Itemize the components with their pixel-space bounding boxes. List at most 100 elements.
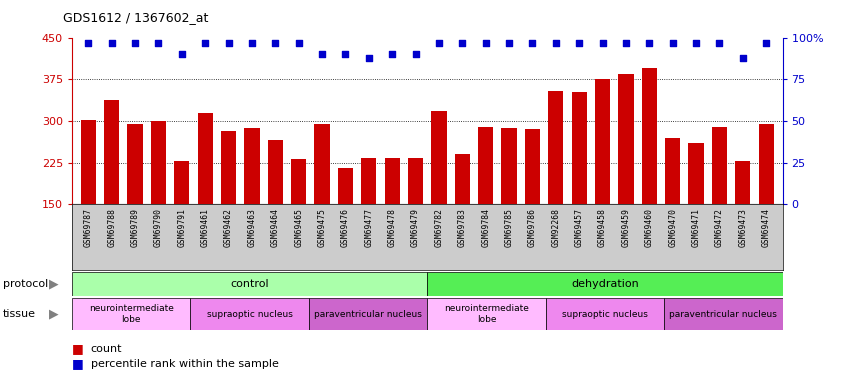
Point — [503, 39, 516, 45]
Text: control: control — [230, 279, 269, 289]
Bar — [502, 128, 517, 204]
Bar — [385, 158, 400, 204]
Bar — [244, 128, 260, 204]
Text: dehydration: dehydration — [571, 279, 639, 289]
Text: tissue: tissue — [3, 309, 36, 319]
Bar — [72, 272, 427, 296]
Point — [689, 39, 703, 45]
Bar — [431, 111, 447, 204]
Bar — [689, 143, 704, 204]
Bar — [759, 124, 774, 204]
Text: ■: ■ — [72, 342, 84, 355]
Point — [245, 39, 259, 45]
Bar — [572, 92, 587, 204]
Text: ■: ■ — [72, 357, 84, 370]
Text: GSM69474: GSM69474 — [761, 208, 771, 247]
Text: ▶: ▶ — [48, 308, 58, 321]
Bar — [338, 168, 353, 204]
Text: GDS1612 / 1367602_at: GDS1612 / 1367602_at — [63, 11, 209, 24]
Text: GSM69471: GSM69471 — [691, 208, 700, 247]
Text: GSM92268: GSM92268 — [552, 208, 560, 247]
Text: GSM69475: GSM69475 — [317, 208, 327, 247]
Bar — [267, 140, 283, 204]
Point — [198, 39, 212, 45]
Text: GSM69470: GSM69470 — [668, 208, 677, 247]
Text: GSM69478: GSM69478 — [387, 208, 397, 247]
Point — [81, 39, 95, 45]
Bar — [478, 126, 493, 204]
Bar — [80, 120, 96, 204]
Text: GSM69789: GSM69789 — [130, 208, 140, 247]
Point — [222, 39, 235, 45]
Text: GSM69784: GSM69784 — [481, 208, 490, 247]
Text: GSM69457: GSM69457 — [574, 208, 584, 247]
Point — [596, 39, 609, 45]
Bar — [151, 121, 166, 204]
Text: paraventricular nucleus: paraventricular nucleus — [314, 310, 422, 319]
Bar — [454, 154, 470, 204]
Bar — [72, 298, 190, 330]
Text: GSM69458: GSM69458 — [598, 208, 607, 247]
Bar — [291, 159, 306, 204]
Text: neurointermediate
lobe: neurointermediate lobe — [444, 304, 529, 324]
Point — [712, 39, 726, 45]
Text: paraventricular nucleus: paraventricular nucleus — [669, 310, 777, 319]
Bar — [198, 112, 212, 204]
Point — [666, 39, 679, 45]
Point — [268, 39, 282, 45]
Text: GSM69463: GSM69463 — [247, 208, 256, 247]
Text: percentile rank within the sample: percentile rank within the sample — [91, 359, 278, 369]
Bar — [618, 74, 634, 204]
Point — [549, 39, 563, 45]
Bar — [427, 298, 546, 330]
Point — [455, 39, 469, 45]
Point — [760, 39, 773, 45]
Text: supraoptic nucleus: supraoptic nucleus — [206, 310, 293, 319]
Text: GSM69783: GSM69783 — [458, 208, 467, 247]
Bar — [361, 158, 376, 204]
Point — [643, 39, 656, 45]
Point — [573, 39, 586, 45]
Text: ▶: ▶ — [48, 278, 58, 291]
Point — [479, 39, 492, 45]
Point — [525, 39, 539, 45]
Bar — [665, 138, 680, 204]
Text: GSM69788: GSM69788 — [107, 208, 116, 247]
Point — [362, 54, 376, 60]
Text: GSM69464: GSM69464 — [271, 208, 280, 247]
Text: GSM69786: GSM69786 — [528, 208, 537, 247]
Text: neurointermediate
lobe: neurointermediate lobe — [89, 304, 173, 324]
Point — [409, 51, 422, 57]
Point — [292, 39, 305, 45]
Text: GSM69476: GSM69476 — [341, 208, 350, 247]
Text: GSM69790: GSM69790 — [154, 208, 163, 247]
Text: GSM69462: GSM69462 — [224, 208, 233, 247]
Bar — [642, 68, 656, 204]
Point — [129, 39, 142, 45]
Text: supraoptic nucleus: supraoptic nucleus — [562, 310, 648, 319]
Point — [151, 39, 165, 45]
Bar — [174, 161, 190, 204]
Bar — [664, 298, 783, 330]
Bar — [104, 100, 119, 204]
Text: GSM69785: GSM69785 — [504, 208, 514, 247]
Text: GSM69472: GSM69472 — [715, 208, 724, 247]
Bar — [546, 298, 664, 330]
Text: GSM69782: GSM69782 — [434, 208, 443, 247]
Text: GSM69459: GSM69459 — [622, 208, 630, 247]
Bar — [525, 129, 540, 204]
Text: GSM69477: GSM69477 — [365, 208, 373, 247]
Text: GSM69791: GSM69791 — [178, 208, 186, 247]
Point — [736, 54, 750, 60]
Text: GSM69465: GSM69465 — [294, 208, 303, 247]
Point — [338, 51, 352, 57]
Point — [175, 51, 189, 57]
Bar — [309, 298, 427, 330]
Bar — [595, 79, 610, 204]
Bar — [315, 124, 330, 204]
Text: GSM69460: GSM69460 — [645, 208, 654, 247]
Point — [619, 39, 633, 45]
Bar — [711, 126, 727, 204]
Text: count: count — [91, 344, 122, 354]
Text: GSM69473: GSM69473 — [739, 208, 747, 247]
